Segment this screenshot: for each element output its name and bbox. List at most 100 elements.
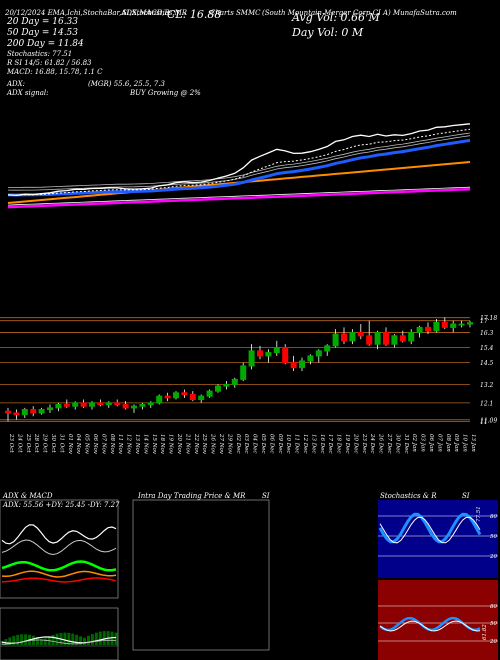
ema50-line bbox=[7, 138, 471, 197]
date-tick-label: 20 Nov bbox=[176, 433, 182, 455]
rsi-level-label: 80 bbox=[490, 604, 497, 610]
adx-line bbox=[1, 524, 117, 545]
date-tick-label: 07 Nov bbox=[100, 434, 106, 455]
candlestick-series bbox=[5, 317, 473, 422]
date-tick-label: 06 Jan bbox=[428, 434, 434, 452]
date-tick-label: 13 Dec bbox=[310, 434, 316, 454]
adx-box bbox=[0, 499, 119, 599]
rsi-label: R SI 14/5: 61.82 / 56.83 bbox=[7, 59, 92, 67]
rsi-level-label: 50 bbox=[490, 621, 497, 627]
dma20-label: 20 Day = 16.33 bbox=[7, 17, 79, 27]
rsi-box bbox=[378, 580, 498, 660]
adx-line-2 bbox=[1, 539, 117, 556]
ema-band-a bbox=[7, 132, 471, 188]
date-tick-label: 08 Jan bbox=[445, 434, 451, 452]
macd-histogram-bar bbox=[102, 631, 106, 645]
date-tick-label: 30 Dec bbox=[394, 434, 400, 454]
intraday-si: SI bbox=[262, 492, 270, 500]
candle-body bbox=[105, 402, 112, 406]
macd-histogram-bar bbox=[39, 638, 43, 645]
macd-histogram-bar bbox=[110, 631, 114, 645]
company-label: (South Mountain Merger Corp CI A) Munafa… bbox=[262, 9, 457, 17]
date-tick-label: 28 Oct bbox=[33, 433, 39, 453]
date-tick-label: 12 Nov bbox=[126, 434, 132, 455]
candle-body bbox=[341, 333, 347, 342]
macd-histogram-bar bbox=[79, 636, 83, 645]
macd-histogram-bar bbox=[71, 633, 75, 645]
stoch-panel-title: Stochastics & R bbox=[380, 492, 437, 500]
price-tick-label: 16.3 bbox=[480, 330, 494, 337]
candle-body bbox=[366, 335, 373, 345]
adx-label: ADX: bbox=[7, 80, 26, 88]
minus-di-line bbox=[1, 570, 117, 578]
date-tick-label: 26 Nov bbox=[210, 433, 216, 455]
date-tick-label: 20 Dec bbox=[352, 433, 358, 454]
date-tick-label: 23 Oct bbox=[8, 433, 14, 453]
candle-body bbox=[425, 326, 431, 332]
candle-body bbox=[55, 404, 62, 409]
price-tick-label: 14.5 bbox=[480, 360, 494, 367]
candle-body bbox=[206, 390, 213, 397]
stoch-d-line bbox=[379, 516, 481, 544]
candle-body bbox=[131, 405, 137, 409]
ema200-outline bbox=[7, 186, 471, 206]
intraday-title: Intra Day Trading Price & MR bbox=[138, 492, 246, 500]
macd-histogram-bar bbox=[51, 634, 55, 645]
date-tick-label: 13 Nov bbox=[134, 434, 140, 455]
date-tick-label: 11 Dec bbox=[294, 434, 300, 454]
macd-histogram-bar bbox=[55, 633, 59, 645]
date-tick-label: 25 Oct bbox=[25, 433, 31, 453]
date-tick-label: 30 Oct bbox=[50, 434, 56, 453]
header-line1b: SI,Stochastics,MR bbox=[122, 9, 188, 17]
macd-histogram-bar bbox=[94, 632, 98, 645]
macd-histogram-bar bbox=[16, 634, 20, 645]
date-tick-label: 18 Nov bbox=[159, 434, 165, 455]
date-tick-label: 19 Dec bbox=[344, 434, 350, 454]
date-tick-label: 13 Jan bbox=[470, 434, 476, 452]
candle-body bbox=[30, 409, 37, 414]
minus-di-line-2 bbox=[1, 577, 117, 583]
date-tick-label: 16 Dec bbox=[319, 434, 325, 454]
candle-body bbox=[374, 331, 381, 345]
date-axis: 23 Oct 24 Oct 25 Oct 28 Oct 29 Oct 30 Oct 31 O… bbox=[8, 433, 476, 455]
stoch-value-label: 77.51 bbox=[476, 506, 482, 522]
stoch-level-label: 50 bbox=[490, 534, 497, 540]
date-tick-label: 29 Oct bbox=[42, 433, 48, 453]
macd-label: MACD: 16.88, 15.78, 1.1 C bbox=[7, 68, 103, 76]
date-tick-label: 01 Nov bbox=[67, 434, 73, 455]
candle-body bbox=[13, 412, 20, 416]
header-line1: 20/12/2024 EMA,Ichi,StochaBar,ADX,MACD,R bbox=[5, 9, 170, 17]
candle-body bbox=[433, 321, 440, 332]
date-tick-label: 12 Dec bbox=[302, 434, 308, 454]
rsi-level-label: 20 bbox=[489, 639, 497, 645]
candle-body bbox=[290, 362, 297, 369]
date-tick-label: 07 Jan bbox=[436, 434, 442, 452]
macd-signal-line bbox=[2, 639, 117, 645]
date-tick-label: 15 Nov bbox=[151, 434, 157, 455]
candle-body bbox=[122, 404, 129, 409]
candle-body bbox=[357, 331, 364, 337]
candle-body bbox=[307, 355, 314, 362]
candle-body bbox=[416, 326, 423, 333]
date-tick-label: 17 Dec bbox=[327, 434, 333, 454]
candle-body bbox=[399, 335, 406, 342]
candle-body bbox=[156, 395, 163, 404]
plus-di-line bbox=[1, 560, 117, 572]
day-volume: Day Vol: 0 M bbox=[292, 26, 364, 39]
date-tick-label: 09 Jan bbox=[453, 434, 459, 452]
date-tick-label: 19 Nov bbox=[168, 434, 174, 455]
ema-panel bbox=[7, 123, 471, 209]
macd-histogram-bar bbox=[63, 632, 67, 645]
candle-body bbox=[240, 365, 247, 380]
date-tick-label: 06 Nov bbox=[92, 434, 98, 455]
candle-body bbox=[139, 404, 146, 407]
candle-body bbox=[324, 345, 331, 352]
date-tick-label: 05 Nov bbox=[84, 434, 90, 455]
macd-histogram-bar bbox=[12, 635, 16, 645]
candle-body bbox=[273, 347, 280, 354]
macd-box bbox=[0, 607, 119, 660]
macd-histogram-bar bbox=[98, 631, 102, 645]
candle-body bbox=[198, 395, 205, 401]
candle-body bbox=[147, 402, 154, 406]
